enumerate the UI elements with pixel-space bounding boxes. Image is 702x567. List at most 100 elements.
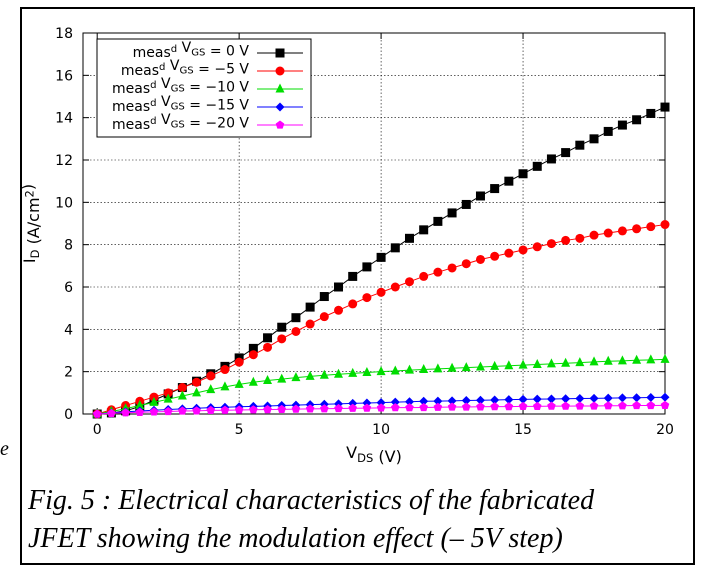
data-point [660,400,670,409]
data-point [248,376,258,386]
data-point [561,235,571,245]
data-point [617,226,627,236]
data-point [376,403,386,412]
data-point [334,282,344,292]
data-point [646,222,656,232]
data-point [206,371,216,381]
data-point [277,404,287,413]
data-point [263,405,272,414]
x-tick-label: 5 [235,422,244,438]
data-point [433,396,443,406]
data-point [390,365,400,375]
data-point [390,282,400,292]
data-point [632,224,642,234]
data-point [589,134,599,144]
data-point [305,404,315,413]
data-point [589,230,599,240]
data-point [518,245,528,255]
data-point [603,228,613,238]
data-point [163,393,173,403]
data-point [575,140,585,150]
data-point [518,169,528,179]
data-point [603,393,613,403]
data-point [376,252,386,262]
data-point [149,396,159,406]
data-point [263,375,273,385]
data-point [391,403,400,412]
caption-line-1: Fig. 5 : Electrical characteristics of t… [28,485,595,516]
data-point [660,353,670,363]
data-point [433,216,443,226]
data-point [490,184,500,194]
data-point [277,373,287,383]
data-point [433,402,443,411]
legend-marker [275,120,285,129]
data-point [589,356,599,366]
data-point [575,233,585,243]
data-point [546,358,556,368]
data-point [660,220,670,230]
figure-caption: Fig. 5 : Electrical characteristics of t… [20,482,695,558]
data-point [504,176,514,186]
legend-box [96,38,312,138]
margin-mark: e [0,438,9,460]
data-point [291,404,301,413]
data-point [92,409,102,418]
data-point [461,395,471,405]
legend-marker [275,48,285,58]
y-tick-label: 14 [55,111,73,127]
data-point [305,319,315,329]
data-point [632,393,642,403]
legend-label: measd VGS = 0 V [133,40,250,61]
data-point [561,357,571,367]
series-4 [92,400,670,418]
data-point [518,401,528,411]
data-point [305,302,315,312]
data-point [291,372,301,382]
data-point [334,368,344,378]
data-point [660,102,670,112]
data-point [461,362,471,372]
data-point [546,394,556,404]
data-point [178,406,187,415]
data-point [617,393,627,403]
data-point [362,403,372,412]
data-point [348,367,358,377]
data-point [646,401,656,410]
data-point [107,408,116,418]
data-point [348,271,358,281]
data-point [404,233,414,243]
data-point [461,199,471,209]
data-point [546,154,556,164]
data-point [603,126,613,136]
data-point [390,243,400,253]
data-point [532,242,542,252]
legend-label: measd VGS = −15 V [112,94,249,115]
data-point [291,326,301,336]
data-point [504,395,514,405]
data-point [163,388,173,398]
chart-series [92,102,670,419]
data-point [632,354,642,364]
figure-frame [20,7,695,565]
data-point [234,405,244,414]
data-point [376,366,386,376]
data-point [490,360,500,370]
data-point [419,364,429,374]
data-point [447,208,457,218]
data-point [263,342,273,352]
y-tick-label: 10 [55,195,73,211]
data-point [192,377,202,387]
data-point [319,369,329,379]
data-point [121,408,130,417]
data-point [277,334,287,344]
data-point [177,390,187,400]
data-point [447,402,457,411]
data-point [618,401,627,410]
data-point [447,396,457,406]
data-point [419,225,429,235]
data-point [490,395,500,405]
data-point [348,299,358,309]
data-point [404,364,414,374]
